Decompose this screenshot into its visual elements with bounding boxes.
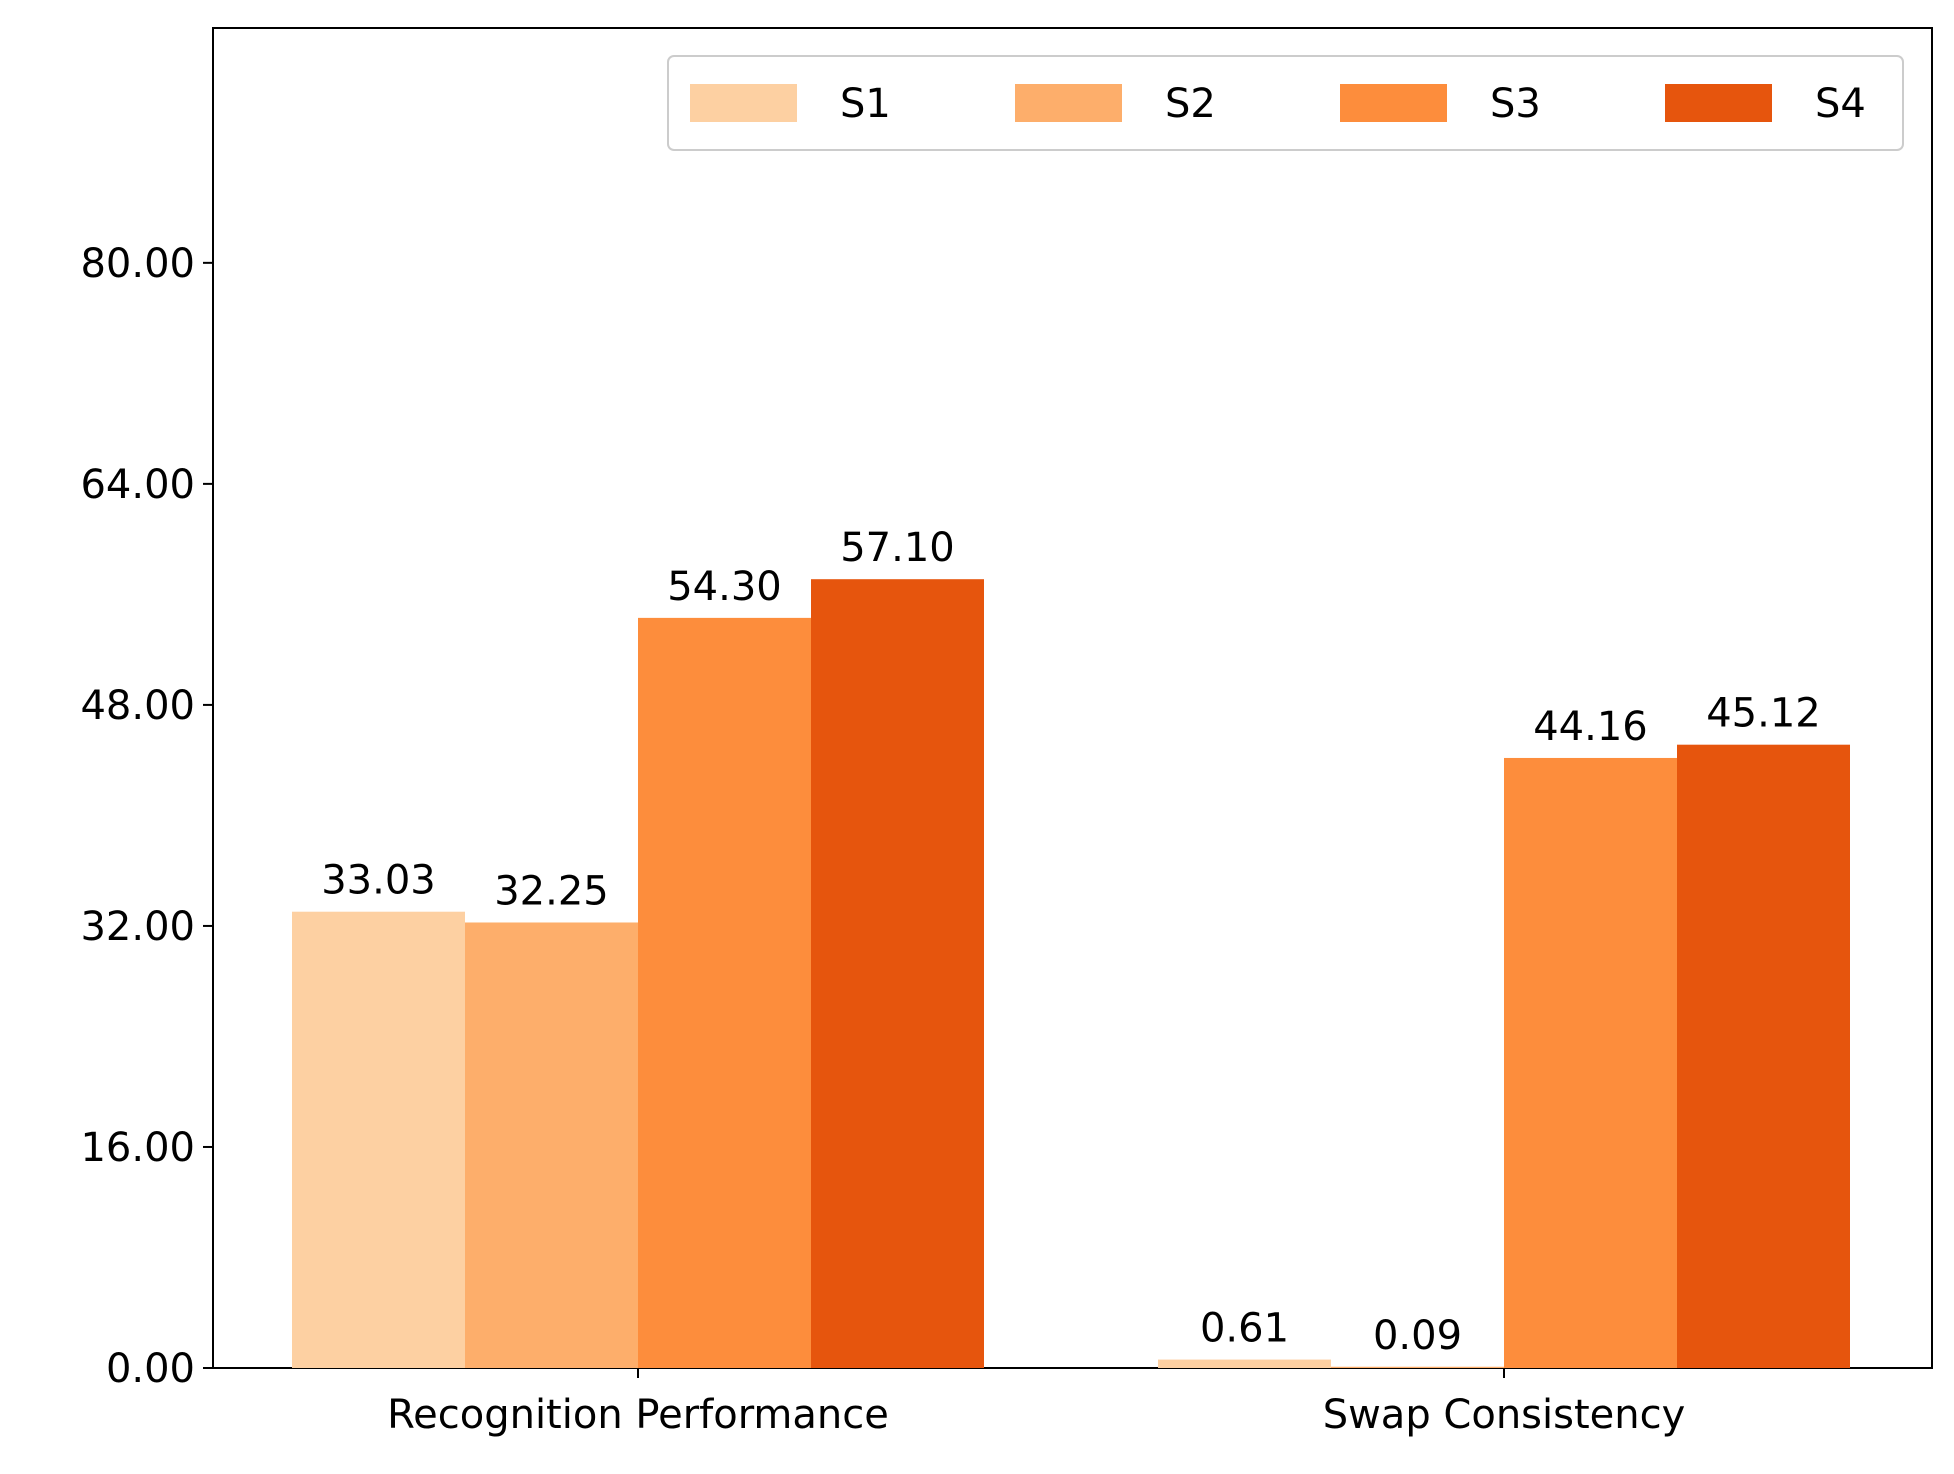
legend-swatch-s1 xyxy=(690,84,797,122)
bar-value-label: 44.16 xyxy=(1533,704,1648,750)
bars-group xyxy=(292,579,1850,1368)
plot-area-frame xyxy=(212,27,1933,1369)
legend-frame xyxy=(667,55,1904,151)
x-category-label: Recognition Performance xyxy=(387,1392,889,1438)
y-tick-label: 0.00 xyxy=(106,1346,195,1392)
bar-value-label: 54.30 xyxy=(667,564,782,610)
y-axis: 0.00 16.00 32.00 48.00 64.00 80.00 xyxy=(80,241,213,1392)
x-category-label: Swap Consistency xyxy=(1323,1392,1686,1438)
bar-value-label: 57.10 xyxy=(840,525,955,571)
legend-swatch-s4 xyxy=(1665,84,1772,122)
y-tick-label: 80.00 xyxy=(80,241,195,287)
bar-value-label: 45.12 xyxy=(1706,691,1821,737)
legend-label-s3: S3 xyxy=(1490,81,1541,127)
x-axis: Recognition Performance Swap Consistency xyxy=(387,1368,1685,1438)
legend-swatch-s2 xyxy=(1015,84,1122,122)
bar-s1 xyxy=(292,911,465,1368)
legend-label-s1: S1 xyxy=(840,81,891,127)
legend-label-s2: S2 xyxy=(1165,81,1216,127)
bar-s3 xyxy=(638,617,811,1368)
bar-value-label: 0.61 xyxy=(1200,1306,1289,1352)
bar-s4 xyxy=(1677,744,1850,1368)
y-tick-label: 32.00 xyxy=(80,904,195,950)
y-tick-label: 48.00 xyxy=(80,683,195,729)
legend-swatch-s3 xyxy=(1340,84,1447,122)
bar-labels-group: 33.03 32.25 54.30 57.10 0.61 0.09 44.16 45.12 xyxy=(321,525,1821,1359)
bar-s2 xyxy=(1331,1366,1504,1368)
legend-label-s4: S4 xyxy=(1815,81,1866,127)
bar-s4 xyxy=(811,579,984,1368)
bar-value-label: 0.09 xyxy=(1373,1313,1462,1359)
bar-s1 xyxy=(1158,1359,1331,1368)
legend: S1 S2 S3 S4 xyxy=(667,55,1904,151)
y-tick-label: 64.00 xyxy=(80,462,195,508)
bar-s3 xyxy=(1504,757,1677,1368)
bar-value-label: 33.03 xyxy=(321,858,436,904)
y-tick-label: 16.00 xyxy=(80,1125,195,1171)
bar-value-label: 32.25 xyxy=(494,868,609,914)
bar-s2 xyxy=(465,922,638,1368)
